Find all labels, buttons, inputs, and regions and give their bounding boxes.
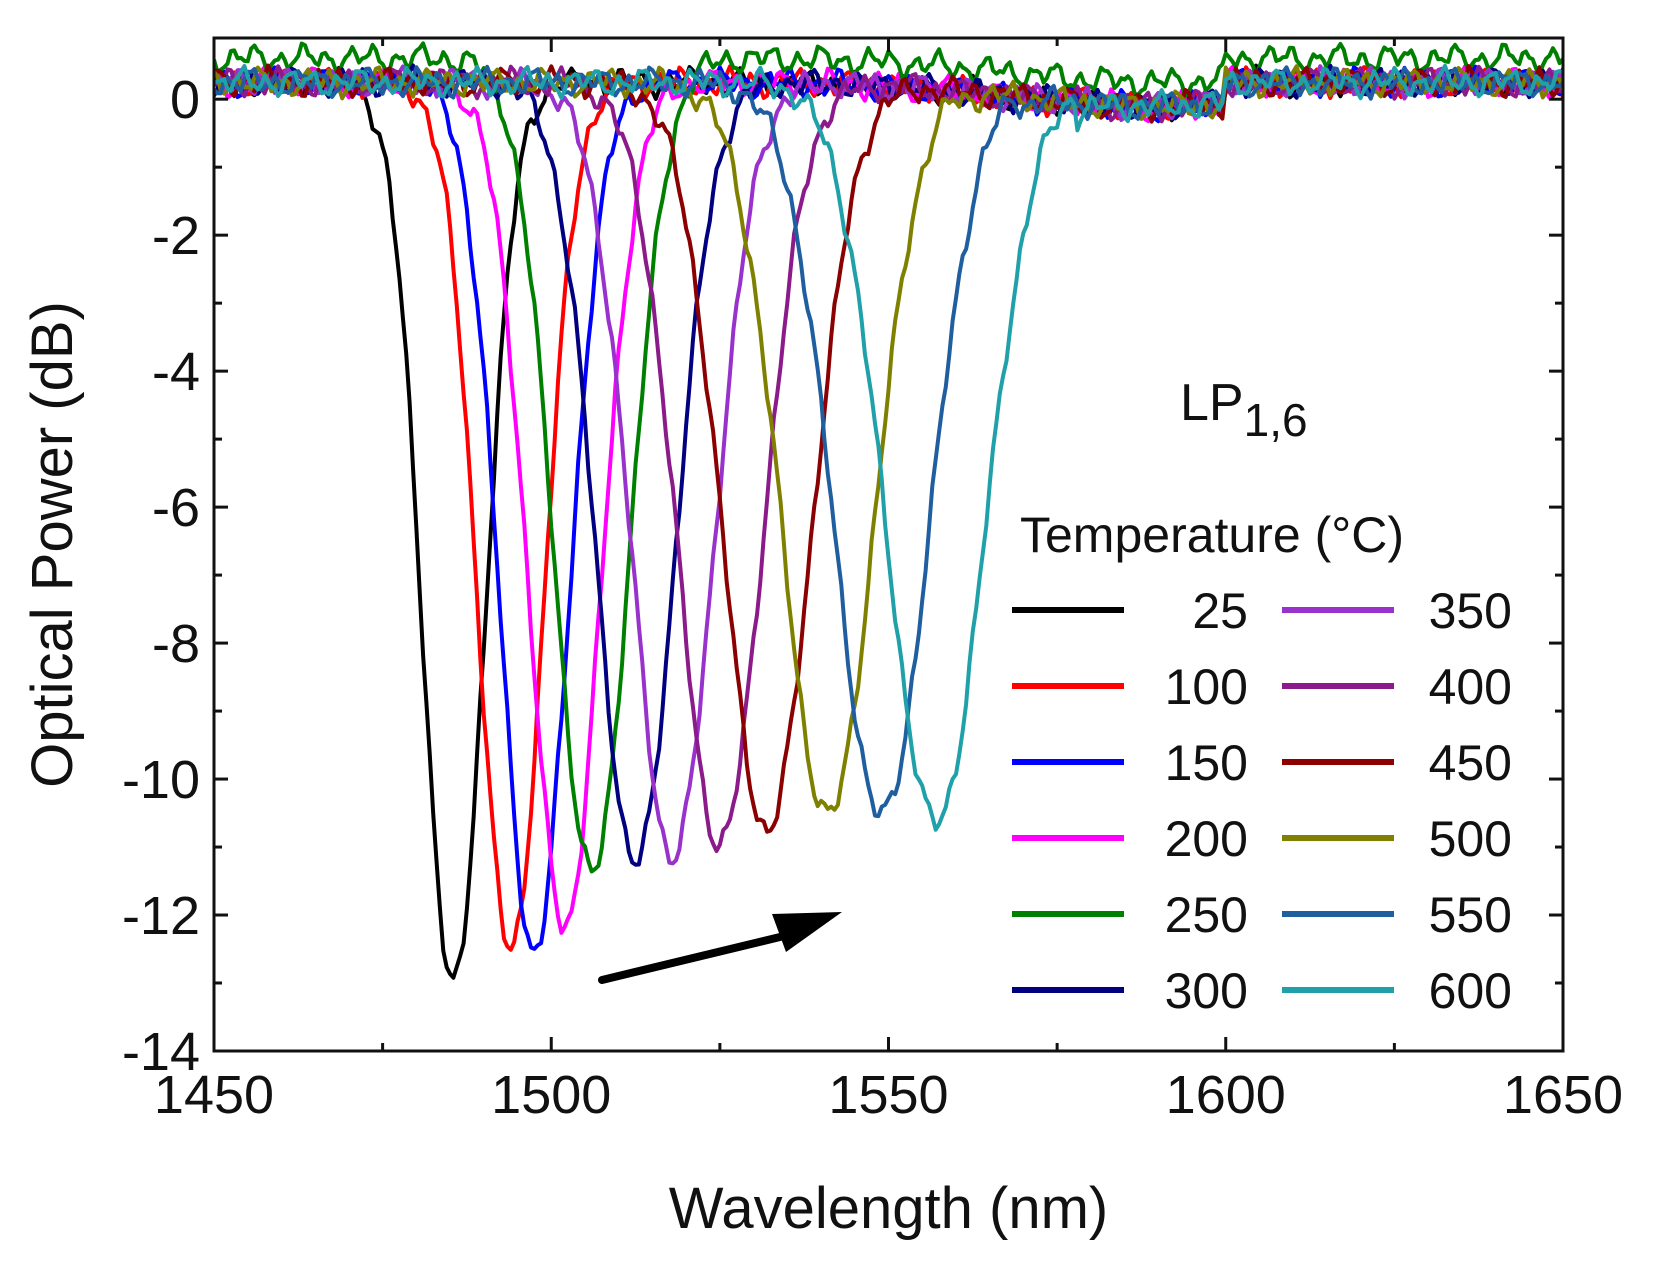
mode-label-subscript: 1,6	[1244, 394, 1308, 446]
shift-arrow-shaft	[598, 933, 784, 984]
legend-label-25: 25	[1192, 583, 1248, 639]
legend-label-200: 200	[1165, 811, 1248, 867]
legend-label-250: 250	[1165, 887, 1248, 943]
legend: 25 100 150 200 250 300 350 400 450 500 550 600	[1012, 583, 1512, 1019]
y-tick-label: -12	[122, 886, 200, 946]
y-tick-label: -6	[152, 478, 200, 538]
series-line-500	[214, 64, 1563, 812]
legend-label-150: 150	[1165, 735, 1248, 791]
legend-label-600: 600	[1429, 963, 1512, 1019]
series-line-350	[214, 64, 1563, 866]
x-tick-label: 1500	[491, 1065, 611, 1125]
y-tick-label: -8	[152, 614, 200, 674]
legend-label-550: 550	[1429, 887, 1512, 943]
y-tick-label: -4	[152, 342, 200, 402]
y-tick-label: -14	[122, 1022, 200, 1082]
y-axis-title: Optical Power (dB)	[20, 301, 85, 788]
legend-label-450: 450	[1429, 735, 1512, 791]
series-line-600	[214, 63, 1563, 832]
x-tick-label: 1650	[1503, 1065, 1623, 1125]
shift-arrow	[598, 912, 842, 984]
series-line-450	[214, 63, 1563, 834]
y-tick-label: -10	[122, 750, 200, 810]
legend-label-350: 350	[1429, 583, 1512, 639]
legend-label-300: 300	[1165, 963, 1248, 1019]
y-tick-label: -2	[152, 206, 200, 266]
x-tick-label: 1450	[154, 1065, 274, 1125]
shift-arrow-head	[772, 912, 842, 952]
legend-label-400: 400	[1429, 659, 1512, 715]
series-line-300	[214, 63, 1563, 867]
series-line-400	[214, 64, 1563, 853]
axis-ticks: 1450 1500 1550 1600 1650 0 -2 -4 -6 -8 -10 -12 -14	[122, 38, 1623, 1125]
legend-label-100: 100	[1165, 659, 1248, 715]
x-tick-label: 1550	[828, 1065, 948, 1125]
y-tick-label: 0	[170, 70, 200, 130]
series-line-250	[214, 41, 1563, 874]
mode-label-main: LP	[1180, 374, 1244, 432]
mode-label: LP1,6	[1180, 374, 1308, 446]
x-axis-title: Wavelength (nm)	[669, 1176, 1108, 1241]
legend-title: Temperature (°C)	[1020, 507, 1404, 563]
legend-label-500: 500	[1429, 811, 1512, 867]
series-line-550	[214, 64, 1563, 819]
x-tick-label: 1600	[1166, 1065, 1286, 1125]
